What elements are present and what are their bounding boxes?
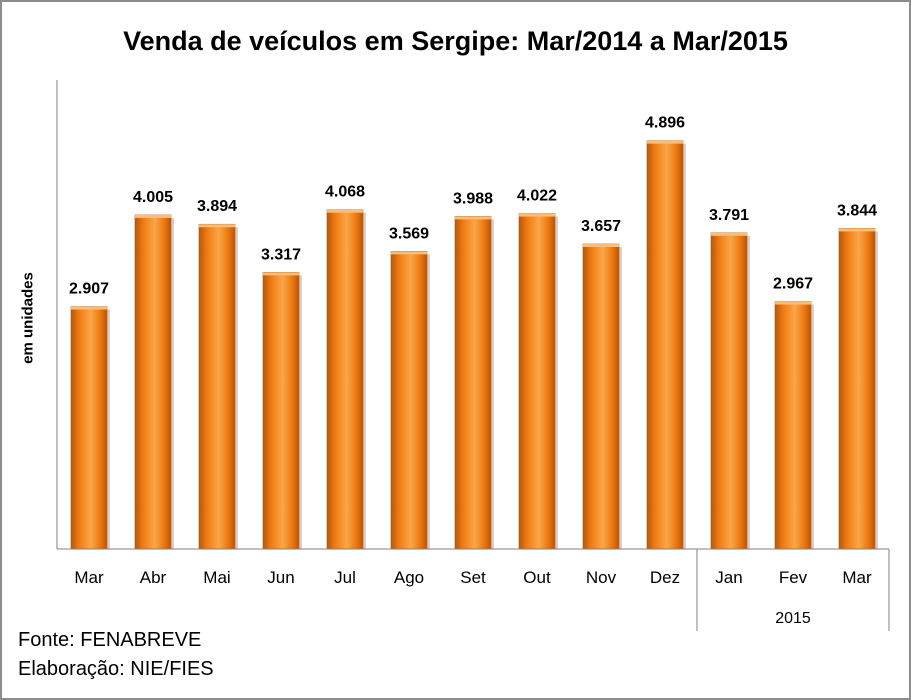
x-tick-label: Abr <box>140 568 167 587</box>
data-label: 4.022 <box>517 188 557 205</box>
bar <box>774 301 812 550</box>
data-label: 4.896 <box>645 115 685 132</box>
data-label: 3.988 <box>453 190 493 207</box>
bar <box>70 306 108 550</box>
bar <box>198 223 236 550</box>
data-label: 4.068 <box>325 184 365 201</box>
data-label: 2.967 <box>773 276 813 293</box>
bar-top-highlight <box>327 209 363 213</box>
bar <box>838 228 876 550</box>
bar <box>710 232 748 550</box>
data-label: 3.657 <box>581 218 621 235</box>
bar-top-highlight <box>775 301 811 305</box>
x-tick-label: Dez <box>650 568 680 587</box>
bar <box>582 243 620 550</box>
x-tick-label: Out <box>523 568 551 587</box>
bar-top-highlight <box>647 140 683 144</box>
data-label: 3.569 <box>389 225 429 242</box>
x-tick-label: Set <box>460 568 486 587</box>
bar-top-highlight <box>711 232 747 236</box>
x-tick-label: Fev <box>779 568 808 587</box>
bar-top-highlight <box>263 272 299 276</box>
x-tick-label: Ago <box>394 568 424 587</box>
data-label: 3.791 <box>709 207 749 224</box>
chart-title: Venda de veículos em Sergipe: Mar/2014 a… <box>123 26 788 56</box>
bar-top-highlight <box>71 306 107 310</box>
data-label: 2.907 <box>69 281 109 298</box>
bar-top-highlight <box>135 214 171 218</box>
bar <box>646 140 684 550</box>
x-tick-label: Mar <box>74 568 104 587</box>
data-label: 3.844 <box>837 202 877 219</box>
year-group-label: 2015 <box>775 610 811 627</box>
x-tick-label: Jul <box>334 568 356 587</box>
bar <box>454 216 492 550</box>
bar <box>262 272 300 550</box>
bar-top-highlight <box>391 251 427 255</box>
x-tick-label: Mar <box>842 568 872 587</box>
bar <box>518 213 556 550</box>
bar <box>326 209 364 550</box>
source-note: Fonte: FENABREVE <box>18 629 202 651</box>
x-tick-label: Jun <box>267 568 294 587</box>
x-tick-label: Nov <box>586 568 617 587</box>
bar-top-highlight <box>455 216 491 220</box>
bar-top-highlight <box>583 244 619 248</box>
chart-notes: Fonte: FENABREVE Elaboração: NIE/FIES <box>18 626 214 684</box>
bar-top-highlight <box>199 224 235 228</box>
elaboration-note: Elaboração: NIE/FIES <box>18 658 214 680</box>
bar <box>134 214 172 550</box>
bar-top-highlight <box>519 213 555 217</box>
data-label: 3.317 <box>261 246 301 263</box>
data-label: 3.894 <box>197 198 237 215</box>
x-tick-label: Mai <box>203 568 230 587</box>
bar-top-highlight <box>839 228 875 232</box>
bar <box>390 251 428 550</box>
data-label: 4.005 <box>133 189 173 206</box>
x-tick-label: Jan <box>715 568 742 587</box>
